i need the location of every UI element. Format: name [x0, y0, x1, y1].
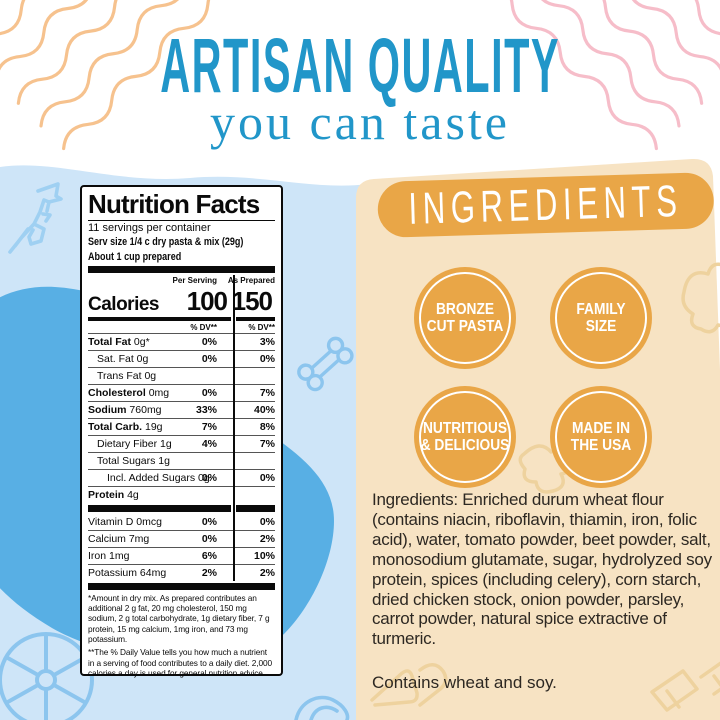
badge-nutritious-delicious: NUTRITIOUS & DELICIOUS	[414, 386, 516, 488]
nutrient-row-total-sugars: Total Sugars 1g	[88, 451, 275, 469]
nutrient-row-potassium: Potassium 64mg 2% 2%	[88, 563, 275, 581]
nutrient-row-cholesterol: Cholesterol 0mg 0% 7%	[88, 383, 275, 401]
nutrient-row-sat-fat: Sat. Fat 0g 0% 0%	[88, 349, 275, 367]
daily-value-headers: % DV** % DV**	[190, 322, 275, 332]
dinosaur-doodle-icon	[8, 182, 63, 254]
column-headers: Per Serving As Prepared	[88, 275, 275, 286]
bone-doodle-icon	[297, 336, 354, 392]
nutrient-row-added-sugars: Incl. Added Sugars 0g 0% 0%	[88, 468, 275, 486]
serving-size: Serv size 1/4 c dry pasta & mix (29g)	[88, 236, 244, 249]
col-per-serving: Per Serving	[172, 275, 217, 285]
nutrient-row-total-fat: Total Fat 0g* 0% 3%	[88, 332, 275, 350]
badge-bronze-cut-pasta: BRONZE CUT PASTA	[414, 267, 516, 369]
rotelle-wheel-doodle-icon	[0, 632, 94, 720]
badge-family-size: FAMILY SIZE	[550, 267, 652, 369]
servings-per-container: 11 servings per container	[88, 222, 211, 234]
headline: ARTISAN QUALITY you can taste	[0, 20, 720, 150]
footnote-dry-mix: *Amount in dry mix. As prepared contribu…	[88, 592, 270, 645]
nutrition-columns: Per Serving As Prepared Calories 100 150…	[88, 274, 275, 581]
divider-bar	[88, 265, 275, 273]
calories-label: Calories	[88, 293, 159, 315]
prepared-size: About 1 cup prepared	[88, 250, 182, 263]
calories-row: Calories 100 150	[88, 286, 275, 316]
shell-pasta-doodle-icon	[294, 695, 350, 720]
divider-bar	[88, 582, 275, 590]
ingredients-text: Ingredients: Enriched durum wheat flour …	[372, 490, 712, 649]
farfalle-doodle-icon	[370, 663, 448, 707]
rooster-doodle-icon	[681, 262, 720, 334]
ingredients-header-pill	[377, 172, 714, 238]
col-as-prepared: As Prepared	[227, 275, 275, 285]
nutrition-facts-label: Nutrition Facts 11 servings per containe…	[80, 185, 283, 678]
nutrient-row-calcium: Calcium 7mg 0% 2%	[88, 529, 275, 547]
nutrient-row-vitamin-d: Vitamin D 0mcg 0% 0%	[88, 515, 275, 528]
badge-made-in-usa: MADE IN THE USA	[550, 386, 652, 488]
calories-per-serving: 100	[186, 285, 228, 316]
penne-doodle-icon	[650, 661, 720, 712]
nutrition-facts-title: Nutrition Facts	[88, 191, 275, 221]
nutrient-row-total-carb: Total Carb. 19g 7% 8%	[88, 417, 275, 435]
calories-as-prepared: 150	[231, 285, 273, 316]
nutrient-row-sodium: Sodium 760mg 33% 40%	[88, 400, 275, 418]
headline-title: ARTISAN QUALITY	[160, 21, 560, 109]
nutrient-row-trans-fat: Trans Fat 0g	[88, 366, 275, 384]
ingredients-heading: INGREDIENTS	[408, 175, 684, 234]
nutrient-row-dietary-fiber: Dietary Fiber 1g 4% 7%	[88, 434, 275, 452]
nutrient-row-protein: Protein 4g	[88, 485, 275, 503]
allergen-statement: Contains wheat and soy.	[372, 673, 557, 692]
headline-subtitle: you can taste	[209, 94, 510, 150]
footnote-daily-value: **The % Daily Value tells you how much a…	[88, 647, 273, 678]
nutrient-row-iron: Iron 1mg 6% 10%	[88, 546, 275, 564]
